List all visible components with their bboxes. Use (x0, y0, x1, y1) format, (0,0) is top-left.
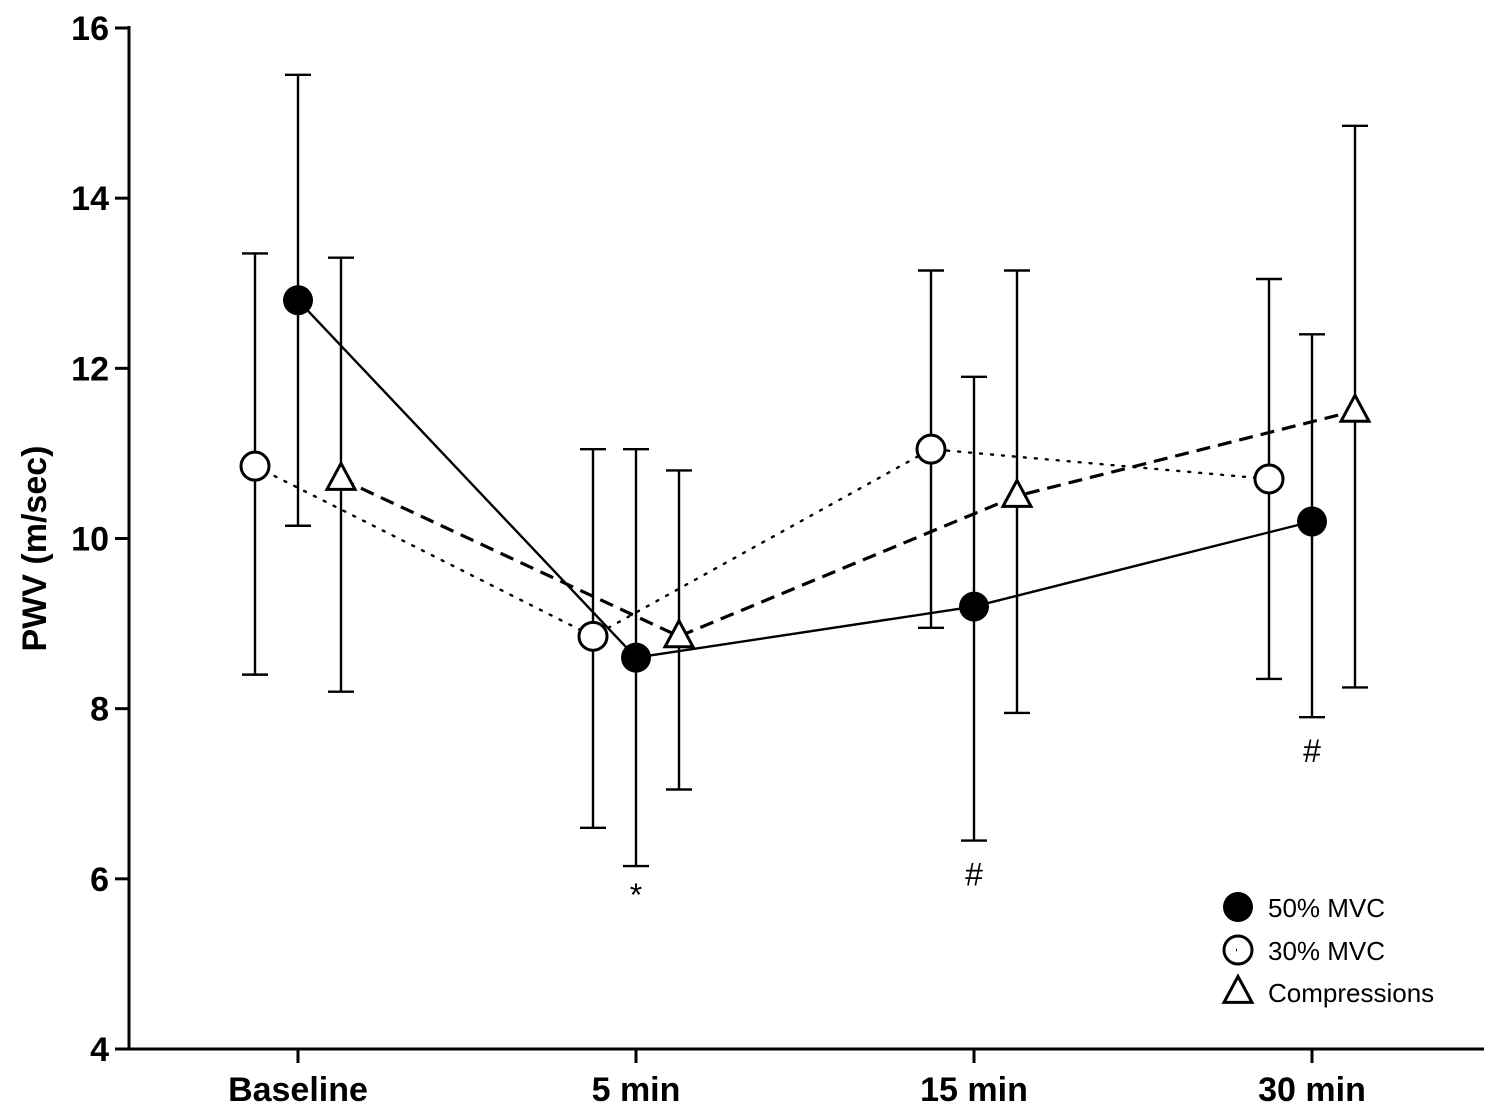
significance-marker: # (965, 857, 983, 893)
legend-label: 50% MVC (1268, 893, 1385, 923)
y-tick-label: 8 (90, 691, 109, 729)
series-line (253, 447, 1271, 638)
y-axis-title: PWV (m/sec) (16, 446, 54, 652)
data-point-filled-circle (1297, 506, 1327, 537)
data-point-open-triangle (662, 617, 696, 649)
y-tick-label: 14 (71, 180, 109, 218)
error-bars (242, 73, 1368, 868)
data-point-open-circle (1222, 934, 1254, 966)
data-point-open-triangle (1000, 477, 1034, 508)
data-point-open-circle (915, 433, 947, 465)
legend-label: 30% MVC (1268, 936, 1385, 966)
y-tick-label: 4 (90, 1031, 109, 1069)
y-tick-label: 10 (71, 521, 109, 559)
y-tick-label: 16 (71, 10, 109, 48)
x-tick-label: 15 min (920, 1071, 1028, 1109)
data-point-open-circle (239, 450, 271, 482)
data-point-filled-circle (959, 591, 989, 622)
data-point-open-triangle (324, 460, 358, 491)
data-point-filled-circle (621, 642, 651, 673)
data-point-filled-circle (1223, 892, 1253, 922)
significance-marker: * (630, 877, 642, 913)
data-point-open-circle (1253, 463, 1285, 495)
x-tick-label: 5 min (592, 1071, 681, 1109)
y-tick-label: 6 (90, 861, 109, 899)
legend: 50% MVC 30% MVC Compressions (1221, 892, 1434, 1008)
data-point-filled-circle (283, 285, 313, 316)
x-tick-label: Baseline (228, 1071, 368, 1109)
legend-label: Compressions (1268, 978, 1434, 1008)
series-lines (253, 299, 1356, 659)
data-point-open-triangle (1338, 392, 1372, 423)
x-tick-label: 30 min (1258, 1071, 1366, 1109)
y-tick-label: 12 (71, 350, 109, 388)
x-axis-ticks: Baseline 5 min 15 min 30 min (228, 1049, 1366, 1109)
series-line (340, 409, 1356, 639)
significance-marker: # (1303, 733, 1321, 769)
significance-annotations: * # # (630, 733, 1321, 913)
y-axis-ticks: 4 6 8 10 12 14 16 (71, 10, 129, 1069)
data-point-open-circle (577, 620, 609, 652)
data-point-open-triangle (1221, 973, 1255, 1004)
series-line (297, 299, 1313, 659)
series-markers (239, 285, 1372, 673)
